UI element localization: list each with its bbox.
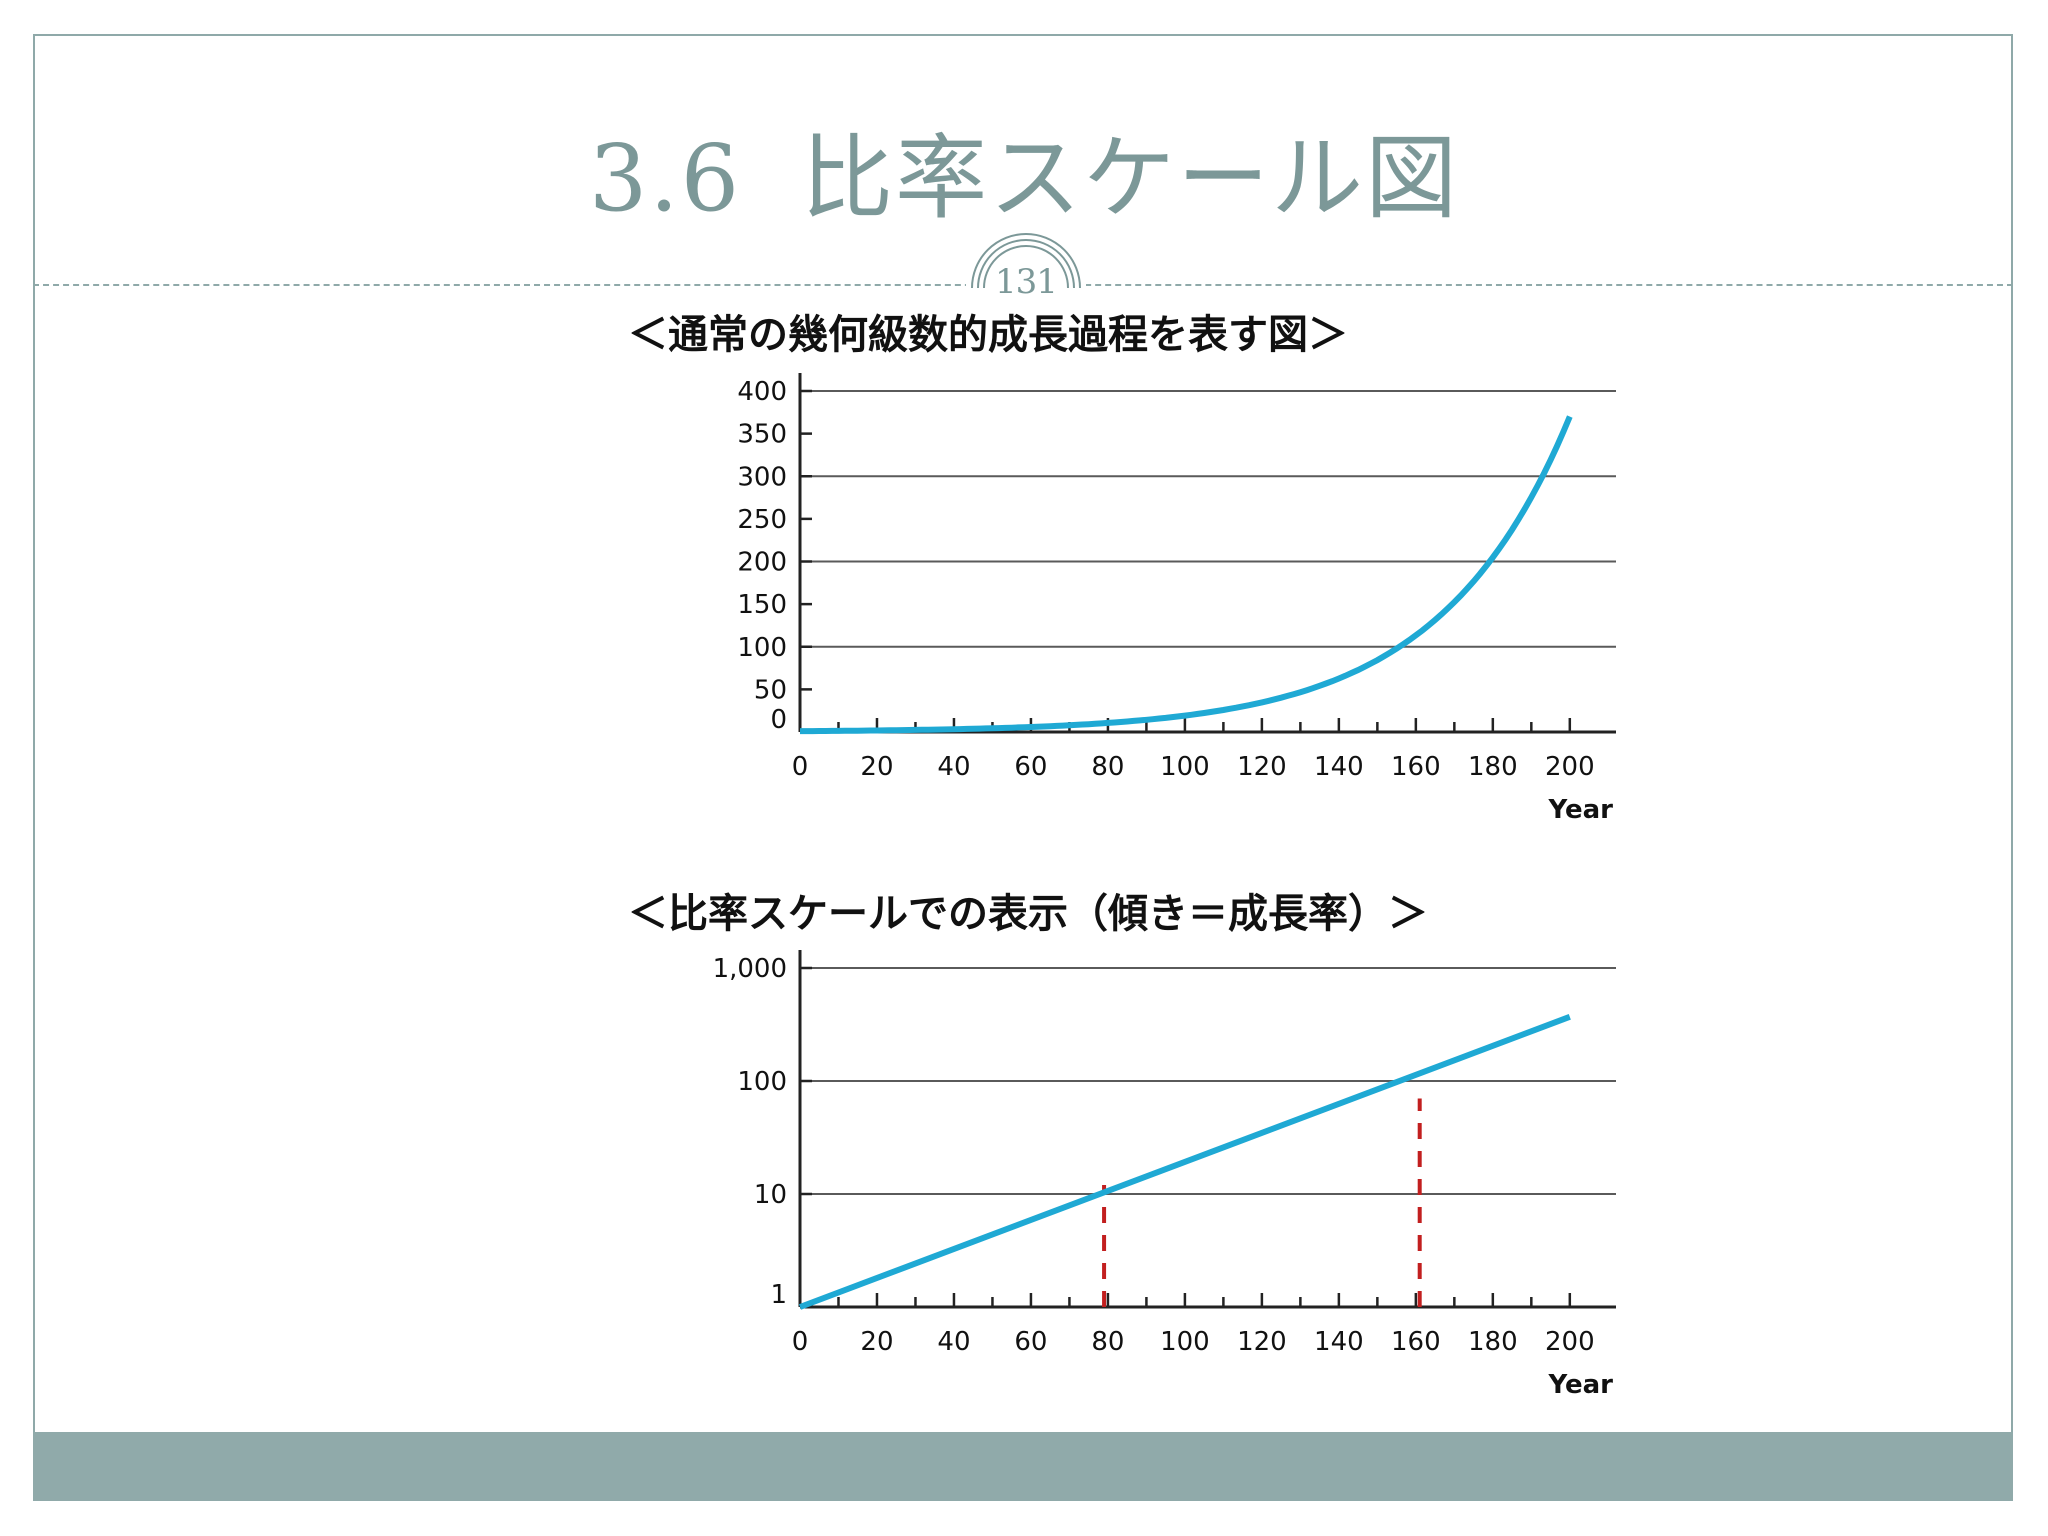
x-tick-label: 200 [1545, 1327, 1595, 1357]
x-tick-label: 200 [1545, 752, 1595, 782]
chart-1-title: ＜通常の幾何級数的成長過程を表す図＞ [628, 312, 1348, 358]
y-tick-label: 200 [737, 548, 787, 578]
x-tick-label: 180 [1468, 752, 1518, 782]
page-number: 131 [995, 262, 1058, 302]
y-tick-label: 100 [737, 633, 787, 663]
x-tick-label: 160 [1391, 1327, 1441, 1357]
y-tick-label: 300 [737, 462, 787, 492]
x-tick-label: 0 [792, 752, 809, 782]
y-tick-label: 100 [737, 1067, 787, 1097]
y-tick-label: 1 [770, 1280, 787, 1310]
x-tick-label: 120 [1237, 752, 1287, 782]
x-tick-label: 40 [937, 1327, 970, 1357]
x-tick-label: 0 [792, 1327, 809, 1357]
x-axis-title: Year [1548, 1370, 1614, 1400]
x-tick-label: 100 [1160, 752, 1210, 782]
x-tick-label: 80 [1091, 752, 1124, 782]
y-tick-label: 150 [737, 590, 787, 620]
x-tick-label: 20 [860, 752, 893, 782]
x-tick-label: 60 [1014, 752, 1047, 782]
x-tick-label: 180 [1468, 1327, 1518, 1357]
footer-band [33, 1432, 2013, 1501]
chart-2: 0 20 40 60 80 100 120 140 160 180 200 Year 1 10 100 1,0… [713, 950, 1616, 1400]
x-tick-label: 120 [1237, 1327, 1287, 1357]
x-tick-label: 100 [1160, 1327, 1210, 1357]
y-tick-label: 250 [737, 505, 787, 535]
x-tick-label: 160 [1391, 752, 1441, 782]
x-axis-title: Year [1548, 795, 1614, 825]
x-tick-label: 40 [937, 752, 970, 782]
y-tick-label: 0 [770, 705, 787, 735]
x-tick-label: 140 [1314, 1327, 1364, 1357]
chart-2-title: ＜比率スケールでの表示（傾き＝成長率）＞ [628, 891, 1428, 937]
x-tick-label: 80 [1091, 1327, 1124, 1357]
section-number: 3.6 [588, 125, 742, 232]
x-tick-label: 20 [860, 1327, 893, 1357]
y-tick-label: 10 [754, 1180, 787, 1210]
chart-1: 0 20 40 60 80 100 120 140 160 180 200Year050100150… [737, 373, 1616, 825]
y-tick-label: 350 [737, 420, 787, 450]
x-tick-label: 60 [1014, 1327, 1047, 1357]
slide-title: 3.6 比率スケール図 [0, 104, 2048, 237]
slide-frame [33, 34, 2013, 1501]
y-tick-label: 50 [754, 675, 787, 705]
title-text: 比率スケール図 [801, 125, 1460, 232]
series-line-1 [800, 415, 1573, 735]
y-tick-label: 400 [737, 377, 787, 407]
page-number-badge [966, 233, 1086, 290]
series-line-1 [798, 1013, 1571, 1310]
x-tick-label: 140 [1314, 752, 1364, 782]
y-tick-label: 1,000 [713, 954, 787, 984]
